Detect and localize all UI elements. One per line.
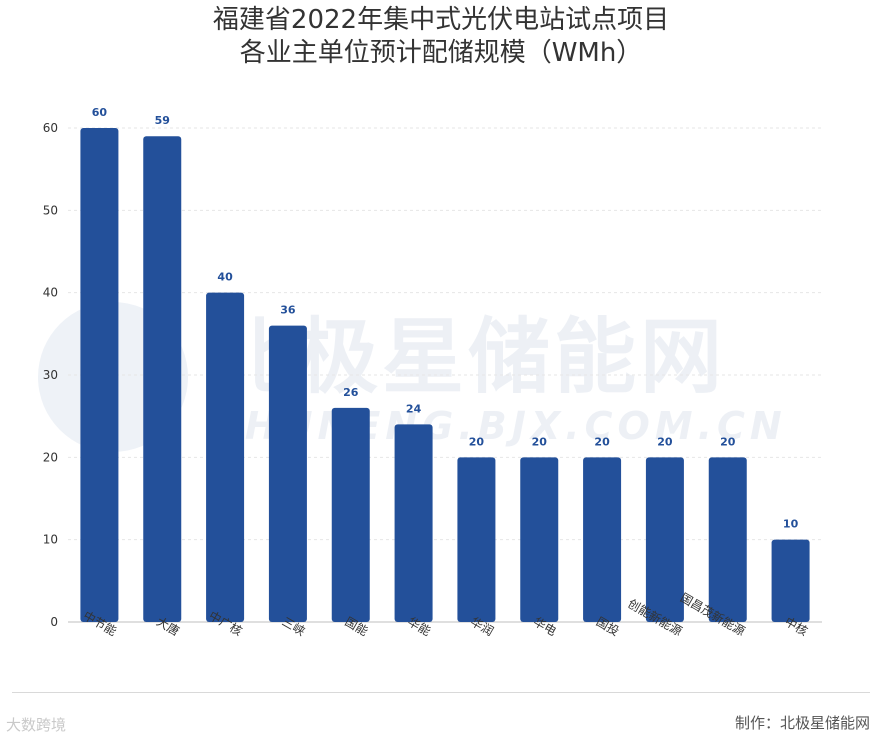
bar: [771, 539, 810, 622]
data-labels: 60 59 40 36 26 24 20 20 20 20 20 10: [92, 106, 799, 531]
chart-title: 福建省2022年集中式光伏电站试点项目 各业主单位预计配储规模（WMh）: [0, 4, 882, 70]
footer-logo: 大数跨境: [6, 716, 67, 734]
y-tick-label: 50: [43, 203, 58, 217]
bar: [708, 457, 747, 622]
y-tick-label: 0: [50, 615, 58, 629]
data-label: 20: [720, 435, 736, 448]
footer-divider: [12, 692, 870, 693]
bar: [583, 457, 622, 622]
data-label: 59: [155, 114, 170, 127]
bar: [645, 457, 684, 622]
data-label: 36: [280, 304, 296, 317]
watermark-subtext: CHUNENG.BJX.COM.CN: [212, 404, 787, 448]
bar: [394, 424, 433, 622]
footer-credit: 制作：北极星储能网: [734, 714, 870, 732]
bar-chart: 60 59 40 36 26 24 20 20 20 20 20 10 中节能 大唐 中广核 三峡 国能 华能华…: [43, 106, 822, 639]
y-tick-label: 20: [43, 450, 58, 464]
y-tick-label: 60: [43, 121, 58, 135]
data-label: 20: [657, 435, 673, 448]
data-label: 24: [406, 402, 422, 415]
y-tick-labels: 0 10 20 30 40 50 60: [43, 121, 58, 629]
chart-title-line1: 福建省2022年集中式光伏电站试点项目: [212, 5, 670, 35]
data-label: 26: [343, 386, 359, 399]
bar: [331, 407, 370, 622]
data-label: 60: [92, 106, 108, 119]
bars: [80, 128, 810, 622]
data-label: 20: [469, 435, 485, 448]
bar: [206, 292, 245, 622]
data-label: 20: [594, 435, 610, 448]
bar: [143, 136, 182, 622]
bar: [520, 457, 559, 622]
data-label: 40: [217, 271, 233, 284]
y-tick-label: 10: [43, 533, 58, 547]
bar: [457, 457, 496, 622]
y-tick-label: 30: [43, 368, 58, 382]
bar: [80, 128, 119, 622]
data-label: 10: [783, 518, 799, 531]
chart-title-line2: 各业主单位预计配储规模（WMh）: [239, 38, 643, 68]
data-label: 20: [532, 435, 548, 448]
bar: [268, 325, 307, 622]
y-tick-label: 40: [43, 286, 58, 300]
